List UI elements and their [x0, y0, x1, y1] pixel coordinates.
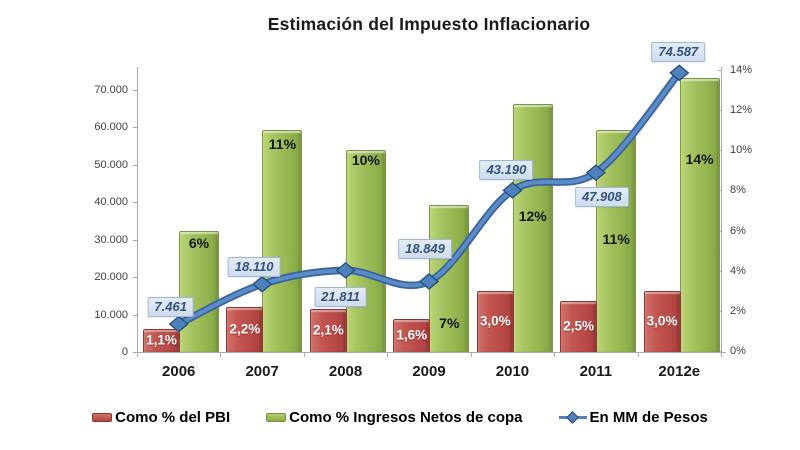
legend-label: Como % Ingresos Netos de copa	[289, 409, 523, 426]
y-axis-right-line	[721, 67, 722, 352]
x-axis-category-label: 2006	[162, 363, 196, 380]
bar-ingresos-2008	[345, 150, 386, 352]
x-axis-category-label: 2007	[245, 363, 279, 380]
green-bar-swatch-icon	[266, 413, 287, 422]
bar-ingresos-2012e	[679, 78, 720, 352]
y-axis-right-tick-label: 14%	[730, 64, 753, 76]
legend-item-ingresos: Como % Ingresos Netos de copa	[266, 409, 523, 426]
x-axis-category-label: 2009	[412, 363, 446, 380]
x-axis-category-label: 2012e	[658, 363, 701, 380]
bar-ingresos-2010	[512, 104, 553, 352]
y-axis-left-tick-label: 40.000	[94, 196, 128, 209]
y-axis-left-tick	[133, 239, 137, 241]
bar-label-ingresos-2010: 12%	[518, 208, 547, 225]
y-axis-left-tick	[133, 202, 137, 204]
bar-label-ingresos-2011: 11%	[602, 231, 630, 248]
y-axis-left-tick	[133, 164, 137, 166]
line-data-label-2011: 47.908	[574, 186, 629, 207]
y-axis-right-tick	[718, 70, 721, 71]
legend-label: En MM de Pesos	[589, 409, 708, 426]
bar-label-pbi-2009: 1,6%	[396, 327, 428, 343]
y-axis-left-tick	[133, 277, 137, 279]
x-axis-tick	[220, 352, 222, 357]
bar-label-pbi-2010: 3,0%	[479, 313, 511, 329]
line-data-label-2009: 18.849	[398, 239, 452, 260]
bar-label-pbi-2011: 2,5%	[563, 318, 595, 334]
y-axis-right-tick-label: 10%	[730, 144, 753, 157]
y-axis-left-tick-label: 10.000	[94, 308, 128, 321]
y-axis-left-tick	[133, 352, 137, 353]
bar-label-ingresos-2006: 6%	[188, 234, 210, 251]
x-axis-category-label: 2008	[328, 363, 363, 380]
x-axis-tick	[721, 352, 722, 357]
y-axis-left-tick-label: 30.000	[94, 233, 128, 246]
bar-label-pbi-2008: 2,1%	[312, 322, 344, 338]
y-axis-left-tick	[133, 90, 137, 91]
bar-label-pbi-2012e: 3,0%	[646, 313, 678, 329]
line-data-label-2006: 7.461	[147, 297, 194, 318]
x-axis-line	[137, 352, 726, 353]
y-axis-right-tick-label: 12%	[730, 104, 753, 117]
legend-label: Como % del PBI	[115, 409, 231, 426]
bar-label-pbi-2007: 2,2%	[229, 321, 261, 337]
x-axis-tick	[637, 352, 639, 357]
line-diamond-swatch-icon	[558, 410, 587, 425]
y-axis-left-line	[137, 67, 138, 353]
bar-label-ingresos-2007: 11%	[268, 136, 297, 153]
x-axis-category-label: 2010	[495, 363, 530, 380]
x-axis-tick	[303, 352, 305, 357]
line-swatch-diamond	[565, 411, 579, 424]
y-axis-left-tick-label: 20.000	[94, 271, 128, 284]
y-axis-left-tick-label: 70.000	[94, 84, 128, 96]
y-axis-right-tick-label: 2%	[730, 304, 746, 317]
bar-ingresos-2007	[262, 130, 303, 352]
y-axis-right-tick-label: 4%	[730, 264, 746, 277]
y-axis-left-tick-label: 60.000	[94, 121, 128, 134]
chart-title: Estimación del Impuesto Inflacionario	[267, 14, 591, 34]
legend-item-pbi: Como % del PBI	[92, 409, 230, 426]
x-axis-category-label: 2011	[579, 363, 613, 380]
line-data-label-2010: 43.190	[479, 160, 534, 181]
legend-item-mm-pesos: En MM de Pesos	[558, 409, 708, 426]
line-data-label-2012e: 74.587	[651, 41, 706, 62]
bar-label-ingresos-2012e: 14%	[685, 151, 714, 167]
line-data-label-2007: 18.110	[227, 257, 281, 278]
y-axis-left-tick-label: 0	[121, 346, 128, 358]
bar-label-ingresos-2008: 10%	[351, 152, 380, 169]
bar-label-ingresos-2009: 7%	[439, 314, 460, 331]
y-axis-right-tick-label: 6%	[730, 224, 746, 237]
line-data-label-2008: 21.811	[314, 287, 367, 308]
legend: Como % del PBI Como % Ingresos Netos de c…	[0, 409, 800, 426]
y-axis-right-tick-label: 8%	[730, 184, 746, 197]
bar-pbi-2006	[143, 328, 180, 352]
y-axis-right-tick-label: 0%	[730, 345, 746, 357]
x-axis-tick	[387, 352, 389, 357]
y-axis-left-tick	[133, 127, 137, 129]
y-axis-left-tick	[133, 314, 137, 316]
red-bar-swatch-icon	[92, 413, 113, 422]
y-axis-left-tick-label: 50.000	[94, 158, 128, 171]
x-axis-tick	[470, 352, 472, 357]
x-axis-tick	[137, 352, 138, 357]
bar-label-pbi-2006: 1,1%	[146, 332, 177, 348]
x-axis-tick	[554, 352, 556, 357]
